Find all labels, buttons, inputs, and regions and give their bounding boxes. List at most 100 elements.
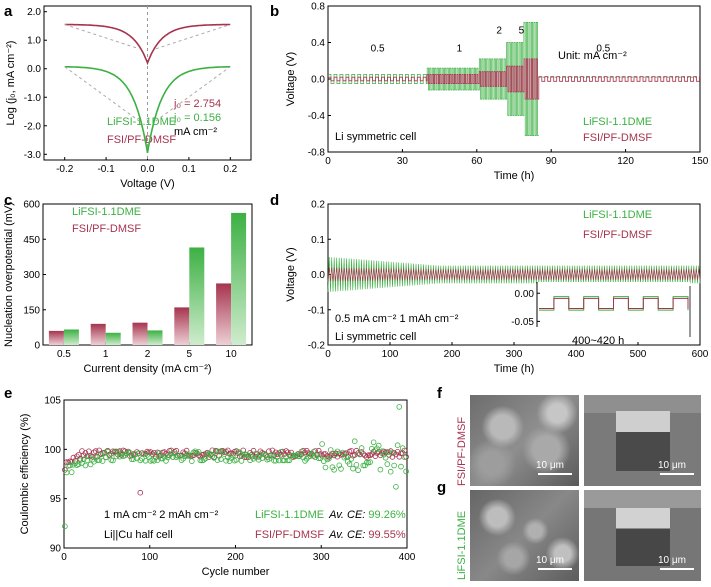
ce-point-red-225 xyxy=(254,451,260,457)
inset-y-tick-label-0: 0.00 xyxy=(515,289,535,300)
sem-label-f: FSI/PF-DMSF xyxy=(456,417,468,486)
y-tick-label-a-5: 2.0 xyxy=(27,7,41,18)
x-tick-label-e-4: 400 xyxy=(399,552,416,563)
ce-point-green-337 xyxy=(350,465,356,472)
ce-point-green-11 xyxy=(70,461,77,468)
y-tick-label-a-2: -1.0 xyxy=(24,93,42,104)
ce-point-green-241 xyxy=(267,452,274,459)
ce-point-green-277 xyxy=(298,448,305,455)
voltage-trace-b-red xyxy=(328,58,700,100)
ce-point-green-321 xyxy=(336,462,343,469)
ce-point-green-295 xyxy=(314,452,320,459)
ce-point-red-389 xyxy=(394,448,401,455)
ce-point-green-75 xyxy=(125,449,132,456)
legend-c-green: LiFSI-1.1DME xyxy=(72,206,141,218)
ce-point-red-25 xyxy=(82,450,89,456)
y-tick-label-b-4: 0.8 xyxy=(311,2,325,13)
ce-point-red-37 xyxy=(92,448,99,454)
x-tick-label-c-2: 2 xyxy=(145,349,151,360)
ce-point-green-65 xyxy=(116,453,123,460)
ce-point-green-395 xyxy=(399,445,406,451)
y-tick-label-a-1: -2.0 xyxy=(24,121,42,132)
ce-point-green-323 xyxy=(338,466,344,472)
ce-point-green-325 xyxy=(339,449,346,456)
ce-point-green-387 xyxy=(393,483,399,490)
ce-point-green-187 xyxy=(221,451,228,457)
ce-point-green-127 xyxy=(170,454,176,460)
x-tick-label-a-0: -0.2 xyxy=(56,164,74,175)
x-tick-label-e-1: 100 xyxy=(141,552,158,563)
annotation-unit: mA cm⁻² xyxy=(174,126,217,138)
y-tick-label-c-0: 0 xyxy=(34,341,40,352)
voltage-trace-d-red xyxy=(327,267,701,282)
x-tick-label-c-0: 0.5 xyxy=(57,349,71,360)
y-axis-label-b: Voltage (V) xyxy=(285,52,297,106)
ce-point-green-367 xyxy=(375,442,382,449)
x-tick-label-b-0: 0 xyxy=(325,156,331,167)
ce-point-green-335 xyxy=(348,456,355,462)
x-tick-label-a-3: 0.1 xyxy=(182,164,196,175)
x-tick-label-e-2: 200 xyxy=(227,552,244,563)
ce-point-green-145 xyxy=(185,451,192,458)
x-tick-label-b-3: 90 xyxy=(546,156,558,167)
ce-point-red-357 xyxy=(367,452,373,459)
tafel-curve-0 xyxy=(64,65,231,154)
ce-point-green-349 xyxy=(360,462,367,469)
scale-bar-f2 xyxy=(660,473,694,475)
y-tick-label-d-1: -0.1 xyxy=(308,305,326,316)
ce-point-green-19 xyxy=(77,457,84,464)
legend-e-green-ce-value: 99.26% xyxy=(368,509,406,521)
ce-point-green-179 xyxy=(214,457,221,463)
ce-point-green-105 xyxy=(151,457,157,464)
annotation-j-red: j₀ = 2.754 xyxy=(173,98,221,110)
ce-point-green-43 xyxy=(98,451,104,458)
ce-point-red-291 xyxy=(310,453,317,459)
inset-y-tick-label-1: -0.05 xyxy=(511,317,534,328)
panel-label-d: d xyxy=(270,192,279,209)
ce-point-green-381 xyxy=(387,468,394,475)
ce-point-green-109 xyxy=(154,457,161,463)
legend-e-green-ce-label: Av. CE: xyxy=(328,509,368,521)
ce-point-red-259 xyxy=(283,448,289,454)
ce-point-green-197 xyxy=(230,452,236,459)
ce-point-green-393 xyxy=(398,463,404,470)
y-tick-label-d-3: 0.1 xyxy=(311,235,325,246)
ce-point-green-207 xyxy=(238,458,245,464)
ce-point-green-311 xyxy=(327,447,334,453)
ce-point-green-351 xyxy=(362,462,368,469)
ce-point-green-45 xyxy=(99,458,106,464)
ce-point-green-239 xyxy=(266,456,272,462)
bar-green-1 xyxy=(105,332,121,345)
x-tick-label-d-3: 300 xyxy=(506,349,523,360)
ce-point-red-11 xyxy=(70,454,77,461)
ce-point-red-313 xyxy=(329,450,336,457)
ce-point-green-111 xyxy=(156,450,163,456)
ce-point-green-29 xyxy=(86,453,92,460)
y-axis-label-d: Voltage (V) xyxy=(285,247,297,301)
ce-point-red-221 xyxy=(250,447,257,454)
bar-green-4 xyxy=(231,212,247,345)
y-tick-label-c-2: 300 xyxy=(23,270,40,281)
y-tick-label-b-2: 0.0 xyxy=(311,75,325,86)
y-tick-label-d-2: 0.0 xyxy=(311,270,325,281)
ce-point-green-261 xyxy=(284,457,291,464)
scale-bar-f1 xyxy=(538,473,572,475)
ce-point-green-333 xyxy=(346,461,353,467)
ce-point-green-113 xyxy=(158,455,164,462)
legend-e-red-name: FSI/PF-DMSF xyxy=(255,529,324,541)
x-axis-label-c: Current density (mA cm⁻²) xyxy=(83,363,211,375)
ce-point-green-341 xyxy=(353,461,360,468)
fib-trench-g xyxy=(616,508,670,566)
ce-point-red-227 xyxy=(255,453,262,460)
x-tick-label-c-1: 1 xyxy=(103,349,109,360)
bar-red-2 xyxy=(132,322,148,345)
ce-point-green-275 xyxy=(296,453,303,460)
ce-point-green-279 xyxy=(300,454,307,461)
ce-point-green-345 xyxy=(356,451,363,457)
ce-point-red-311 xyxy=(327,452,334,459)
note-e: Li||Cu half cell xyxy=(104,529,173,541)
ce-point-green-215 xyxy=(245,452,252,459)
ce-point-green-93 xyxy=(140,451,147,457)
y-tick-label-d-4: 0.2 xyxy=(311,200,325,211)
